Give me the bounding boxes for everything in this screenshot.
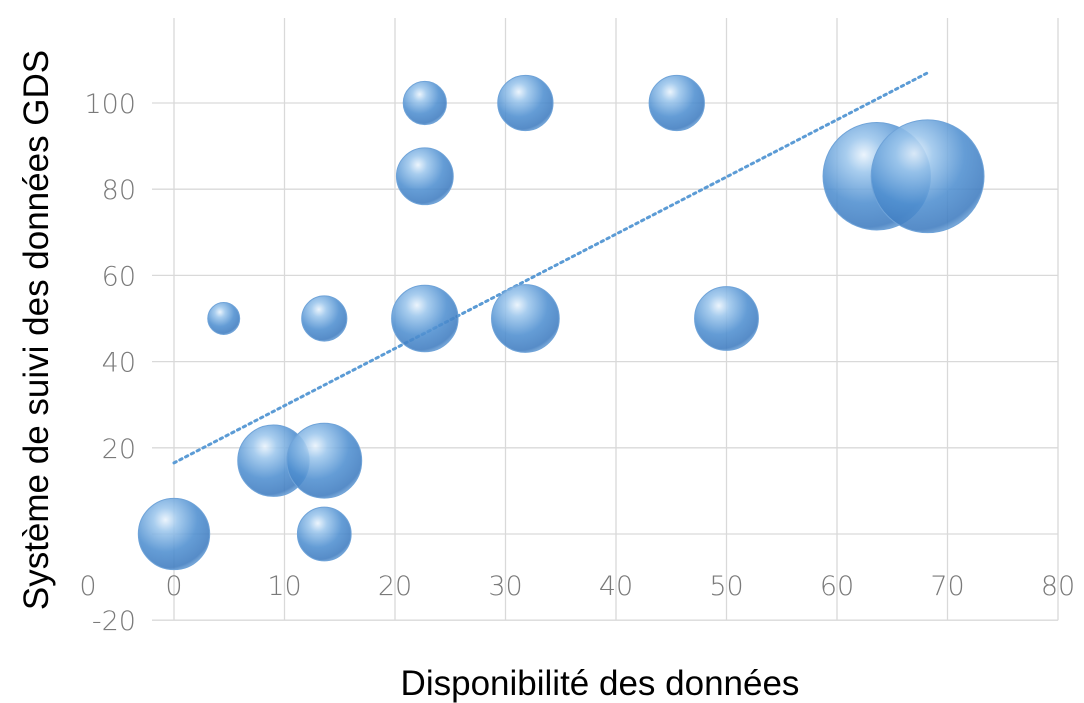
trendline: [172, 71, 930, 465]
bubble-point: [497, 74, 554, 132]
x-tick-label: 40: [599, 571, 633, 602]
y-tick-label: 40: [102, 348, 136, 379]
x-tick-label: 20: [378, 571, 412, 602]
bubble-point: [207, 302, 241, 335]
gridlines: [152, 18, 1059, 621]
bubble-point: [286, 422, 363, 499]
bubble-point: [694, 286, 759, 351]
x-tick-label: 50: [709, 571, 743, 602]
bubble-point: [137, 497, 211, 571]
x-tick-label: 60: [820, 571, 854, 602]
bubble-point: [648, 74, 705, 132]
x-tick-label: 0: [165, 571, 182, 602]
x-tick-label: 30: [488, 571, 522, 602]
bubble-series: [137, 74, 985, 571]
y-tick-label: 80: [102, 175, 136, 206]
y-tick-label: -20: [92, 606, 136, 637]
tick-labels: 0 10 20 30 40 50 60 70 80 0 -20 20 40 60 80 100: [79, 89, 1075, 637]
bubble-point: [870, 119, 985, 234]
y-tick-label: 60: [102, 261, 136, 292]
x-tick-label: 70: [930, 571, 964, 602]
x-tick-label: 10: [267, 571, 301, 602]
x-tick-label: 0: [79, 571, 96, 602]
y-tick-label: 20: [102, 434, 136, 465]
y-tick-label: 100: [84, 89, 136, 120]
bubble-point: [391, 284, 459, 353]
bubble-point: [296, 506, 352, 562]
x-axis-title: Disponibilité des données: [401, 664, 800, 703]
bubble-point: [491, 284, 560, 353]
trendline-group: [172, 71, 930, 465]
bubble-point: [395, 147, 454, 206]
x-tick-label: 80: [1041, 571, 1075, 602]
bubble-point: [301, 295, 348, 342]
y-axis-title: Système de suivi des données GDS: [17, 50, 56, 610]
bubble-point: [402, 80, 447, 126]
